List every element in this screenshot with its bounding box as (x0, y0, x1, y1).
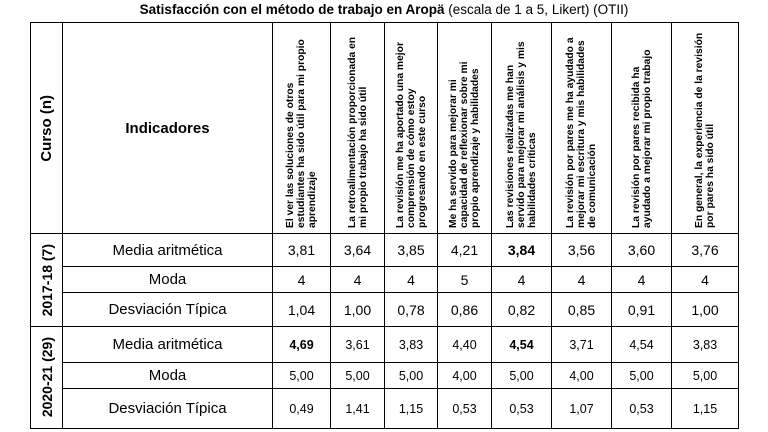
value-cell: 3,60 (611, 233, 672, 267)
value-cell: 4 (671, 266, 739, 293)
value-cell: 1,15 (384, 388, 438, 429)
value-cell: 4 (551, 266, 612, 293)
value-cell: 4,00 (437, 362, 492, 389)
column-header-text: La revisión por pares me ha ayudado a me… (565, 37, 598, 228)
value-cell: 0,53 (491, 388, 552, 429)
value-cell: 3,61 (330, 326, 385, 363)
column-header-text: En general, la experiencia de la revisió… (694, 32, 716, 228)
column-header: La retroalimentación proporcionada en mi… (330, 22, 385, 234)
value-cell: 4 (330, 266, 385, 293)
title-main: Satisfacción con el método de trabajo en… (139, 2, 445, 17)
value-cell: 4,21 (437, 233, 492, 267)
column-header: La revisión por pares recibida ha ayudad… (611, 22, 672, 234)
table: Curso (n) Indicadores El ver las solucione… (30, 22, 739, 429)
column-header: En general, la experiencia de la revisió… (671, 22, 739, 234)
header-row: Curso (n) Indicadores El ver las solucione… (30, 22, 739, 234)
column-header-text: La revisión me ha aportado una mejor com… (394, 42, 428, 228)
indicator-cell: Media aritmética (62, 326, 273, 363)
value-cell: 4 (611, 266, 672, 293)
value-cell: 0,78 (384, 292, 438, 327)
value-cell: 3,76 (671, 233, 739, 267)
course-text: 2017-18 (7) (38, 243, 55, 317)
value-cell: 0,53 (611, 388, 672, 429)
value-cell: 5,00 (384, 362, 438, 389)
value-cell: 1,41 (330, 388, 385, 429)
column-header: El ver las soluciones de otros estudiant… (272, 22, 331, 234)
value-cell: 3,84 (491, 233, 552, 267)
data-row: 2017-18 (7) Media aritmética 3,81 3,64 3,85 4… (30, 233, 739, 327)
column-header-text: La revisión por pares recibida ha ayudad… (630, 49, 653, 228)
course-cell: 2017-18 (7) (30, 233, 63, 327)
value-cell: 5,00 (491, 362, 552, 389)
title-suffix: (escala de 1 a 5, Likert) (OTII) (448, 2, 629, 17)
value-cell: 0,85 (551, 292, 612, 327)
value-cell: 3,64 (330, 233, 385, 267)
value-cell: 3,81 (272, 233, 331, 267)
value-cell: 5,00 (330, 362, 385, 389)
indicator-cell: Moda (62, 362, 273, 389)
column-header: La revisión por pares me ha ayudado a me… (551, 22, 612, 234)
course-header-text: Curso (n) (38, 94, 55, 162)
column-header-text: La retroalimentación proporcionada en mi… (346, 36, 369, 228)
value-cell: 4,69 (272, 326, 331, 363)
indicator-cell: Desviación Típica (62, 388, 273, 429)
column-header-text: Las revisiones realizadas me han servido… (505, 41, 538, 228)
value-cell: 1,15 (671, 388, 739, 429)
indicator-cell: Moda (62, 266, 273, 293)
indicator-cell: Desviación Típica (62, 292, 273, 327)
value-cell: 3,85 (384, 233, 438, 267)
value-cell: 4 (272, 266, 331, 293)
value-cell: 4,00 (551, 362, 612, 389)
value-cell: 3,71 (551, 326, 612, 363)
value-cell: 4,40 (437, 326, 492, 363)
value-cell: 5 (437, 266, 492, 293)
indicator-header: Indicadores (62, 22, 273, 234)
data-row: Moda 5,00 5,00 5,00 4,00 5,00 4,00 5,00 5,00 (31, 362, 739, 389)
column-header: La revisión me ha aportado una mejor com… (384, 22, 438, 234)
value-cell: 5,00 (272, 362, 331, 389)
value-cell: 3,83 (671, 326, 739, 363)
value-cell: 0,91 (611, 292, 672, 327)
course-cell: 2020-21 (29) (30, 326, 63, 429)
column-header-text: Me ha servido para mejorar mi capacidad … (448, 61, 481, 228)
value-cell: 5,00 (611, 362, 672, 389)
data-row: Desviación Típica 1,04 1,00 0,78 0,86 0,82 0,8… (31, 292, 739, 327)
value-cell: 1,04 (272, 292, 331, 327)
data-row: Desviación Típica 0,49 1,41 1,15 0,53 0,53 1,0… (31, 388, 739, 429)
column-header: Me ha servido para mejorar mi capacidad … (437, 22, 492, 234)
value-cell: 1,00 (330, 292, 385, 327)
value-cell: 0,53 (437, 388, 492, 429)
data-row: 2020-21 (29) Media aritmética 4,69 3,61 3,83… (30, 326, 739, 429)
value-cell: 4,54 (611, 326, 672, 363)
course-text: 2020-21 (29) (38, 337, 55, 418)
value-cell: 4,54 (491, 326, 552, 363)
value-cell: 1,07 (551, 388, 612, 429)
value-cell: 5,00 (671, 362, 739, 389)
course-header: Curso (n) (30, 22, 63, 234)
column-header: Las revisiones realizadas me han servido… (491, 22, 552, 234)
value-cell: 0,82 (491, 292, 552, 327)
value-cell: 0,86 (437, 292, 492, 327)
column-header-text: El ver las soluciones de otros estudiant… (285, 39, 318, 228)
data-row: Moda 4 4 4 5 4 4 4 4 (31, 266, 739, 293)
value-cell: 3,56 (551, 233, 612, 267)
title: Satisfacción con el método de trabajo en… (0, 2, 768, 17)
value-cell: 4 (491, 266, 552, 293)
value-cell: 4 (384, 266, 438, 293)
value-cell: 1,00 (671, 292, 739, 327)
indicator-cell: Media aritmética (62, 233, 273, 267)
value-cell: 0,49 (272, 388, 331, 429)
value-cell: 3,83 (384, 326, 438, 363)
